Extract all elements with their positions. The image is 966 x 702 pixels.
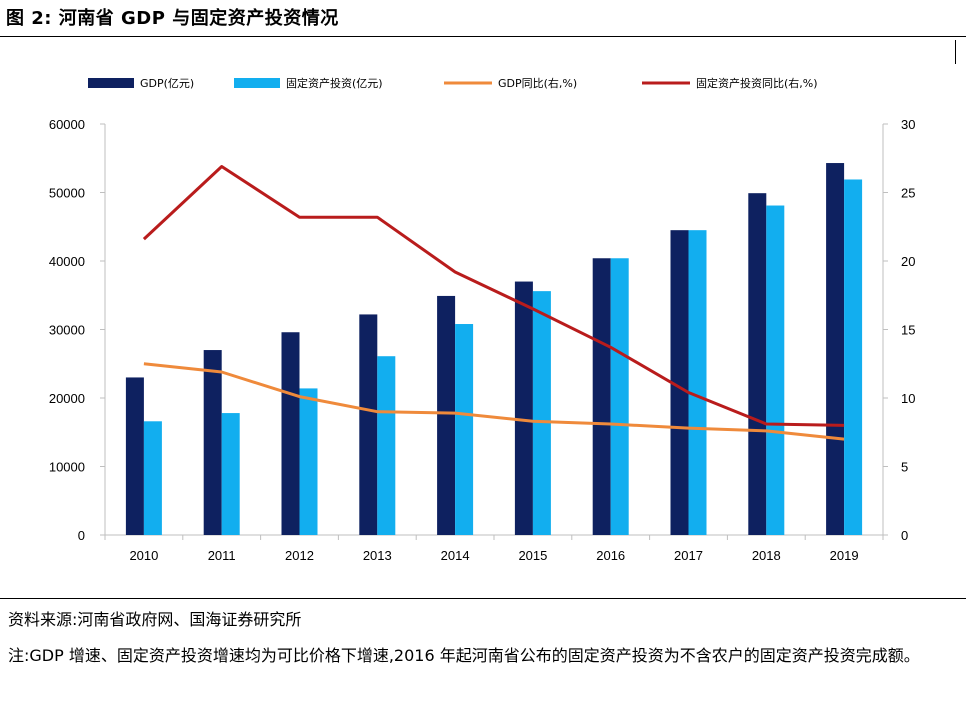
gdp-bar	[670, 230, 689, 536]
y-right-tick-label: 15	[901, 323, 915, 338]
x-tick-label: 2015	[518, 548, 547, 563]
fai-bar	[143, 421, 162, 535]
y-left-tick-label: 10000	[49, 460, 85, 475]
legend-gdp-swatch	[88, 78, 134, 88]
gdp-yoy-line	[143, 362, 845, 441]
y-right-tick-label: 5	[901, 460, 908, 475]
source-text: 资料来源:河南省政府网、国海证券研究所	[8, 610, 302, 629]
gdp-bar	[359, 314, 378, 535]
fai-bar	[766, 205, 785, 535]
y-left-tick-label: 40000	[49, 254, 85, 269]
x-tick-label: 2017	[674, 548, 703, 563]
x-tick-label: 2016	[596, 548, 625, 563]
y-left-tick-label: 60000	[49, 117, 85, 132]
legend-fai-yoy-label: 固定资产投资同比(右,%)	[696, 76, 818, 90]
gdp-bar	[826, 163, 845, 536]
fai-bar	[844, 179, 863, 536]
top-rule	[0, 36, 966, 37]
gdp-bar	[592, 258, 611, 535]
fai-bar	[221, 413, 240, 535]
gdp-bar	[437, 295, 456, 535]
gdp-bar	[125, 377, 144, 535]
legend-gdp-yoy-label: GDP同比(右,%)	[498, 76, 577, 90]
x-tick-label: 2011	[208, 548, 236, 563]
fai-bar	[610, 258, 629, 535]
x-tick-label: 2012	[285, 548, 314, 563]
gdp-bar	[203, 350, 222, 535]
chart: 0 10000 20000 30000 40000 50000 60000 0 5 10 15 20 2…	[49, 76, 916, 563]
y-right-tick-label: 25	[901, 186, 915, 201]
figure-title: 图 2: 河南省 GDP 与固定资产投资情况	[6, 8, 339, 29]
bottom-rule	[0, 598, 966, 599]
y-left-tick-label: 50000	[49, 186, 85, 201]
x-tick-label: 2010	[129, 548, 158, 563]
note-text: 注:GDP 增速、固定资产投资增速均为可比价格下增速,2016 年起河南省公布的…	[8, 646, 920, 665]
legend-fai-label: 固定资产投资(亿元)	[286, 76, 383, 90]
gdp-bar	[281, 332, 300, 535]
fai-bar	[688, 230, 707, 536]
y-right-tick-label: 10	[901, 391, 915, 406]
fai-yoy-line	[142, 165, 845, 427]
legend-fai-swatch	[234, 78, 280, 88]
legend-gdp-label: GDP(亿元)	[140, 77, 194, 90]
y-right-tick-label: 30	[901, 117, 915, 132]
y-left-tick-label: 0	[78, 528, 85, 543]
y-right-tick-label: 0	[901, 528, 908, 543]
y-left-tick-label: 30000	[49, 323, 85, 338]
fai-bar	[455, 324, 474, 535]
y-left-tick-label: 20000	[49, 391, 85, 406]
corner-rule	[955, 40, 956, 64]
fai-bar	[299, 388, 318, 535]
fai-bar	[377, 356, 396, 535]
y-right-tick-label: 20	[901, 254, 915, 269]
x-tick-label: 2013	[363, 548, 392, 563]
gdp-bar	[748, 193, 767, 535]
x-tick-label: 2014	[441, 548, 470, 563]
x-tick-label: 2019	[830, 548, 859, 563]
x-tick-label: 2018	[752, 548, 781, 563]
fai-bar	[532, 291, 551, 535]
gdp-bar	[514, 281, 533, 535]
